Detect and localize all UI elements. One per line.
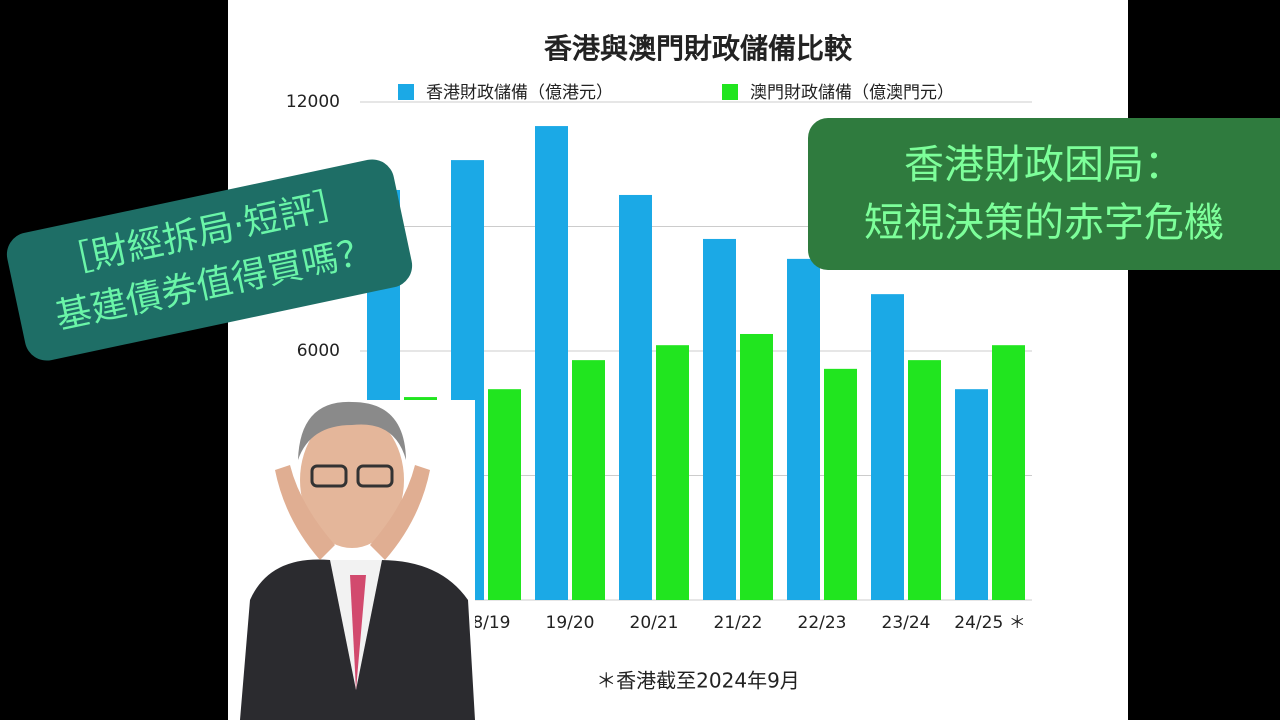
bar (955, 389, 988, 600)
bar (824, 368, 857, 600)
legend-swatch (722, 84, 738, 100)
bar (908, 360, 941, 600)
x-tick-label: 18/19 (462, 613, 511, 633)
bar (871, 294, 904, 600)
x-tick-label: 21/22 (714, 613, 763, 633)
x-tick-label: 20/21 (630, 613, 679, 633)
bar (703, 238, 736, 600)
x-tick-label: 22/23 (798, 613, 847, 633)
y-tick-label: 3000 (297, 466, 340, 486)
x-tick-label: 17/18 (378, 613, 427, 633)
bar (572, 360, 605, 600)
legend-label: 澳門財政儲備（億澳門元） (750, 83, 954, 103)
bar (451, 160, 484, 600)
footnote: ＊香港截至2024年9月 (596, 669, 800, 693)
y-tick-label: 0 (329, 590, 340, 610)
bar (992, 345, 1025, 600)
x-tick-label: 23/24 (882, 613, 931, 633)
x-tick-label: 19/20 (546, 613, 595, 633)
bar (535, 126, 568, 600)
bar (787, 258, 820, 600)
right-banner: 香港財政困局： 短視決策的赤字危機 (808, 118, 1280, 270)
banner-line: 短視決策的赤字危機 (864, 200, 1224, 246)
bar (740, 333, 773, 600)
legend-swatch (398, 84, 414, 100)
chart-title: 香港與澳門財政儲備比較 (544, 32, 853, 65)
x-tick-label: 24/25 ＊ (954, 613, 1025, 633)
banner-line: 香港財政困局： (904, 142, 1184, 188)
legend-label: 香港財政儲備（億港元） (426, 83, 613, 103)
y-tick-label: 6000 (297, 341, 340, 361)
bar (656, 345, 689, 600)
y-tick-label: 12000 (286, 92, 340, 112)
bar (488, 389, 521, 600)
bar (619, 194, 652, 600)
bar (404, 397, 437, 600)
